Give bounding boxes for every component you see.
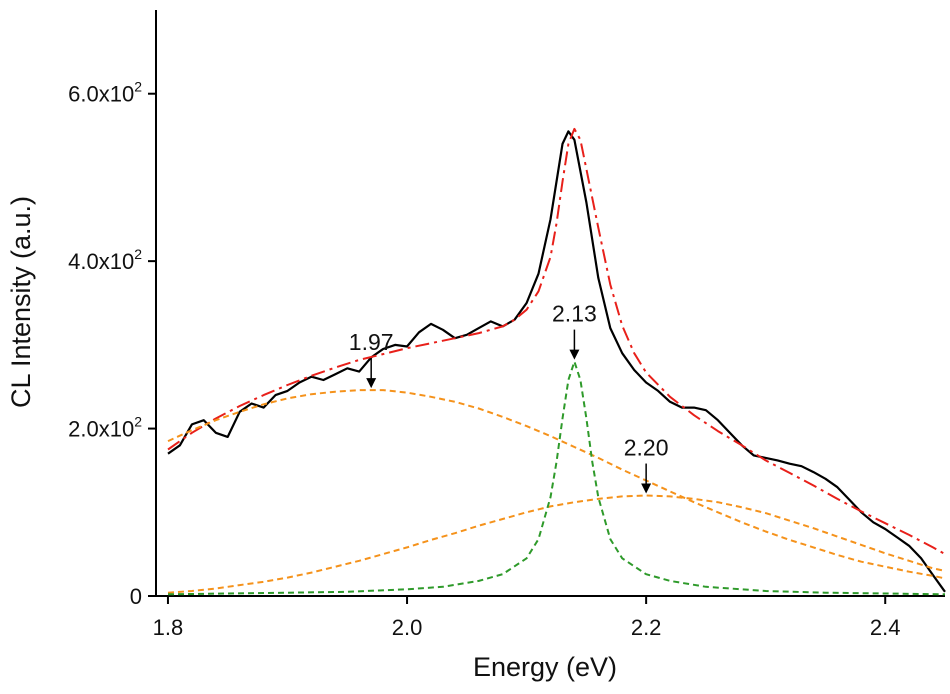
y-tick-label: 2.0x102 <box>68 414 142 442</box>
annotation-arrow-head <box>641 483 652 494</box>
x-axis-title: Energy (eV) <box>473 652 617 682</box>
x-tick-label: 2.0 <box>392 615 423 640</box>
series-line-5 <box>167 360 946 596</box>
y-tick-label: 0 <box>130 584 142 609</box>
series-line-3 <box>167 389 946 580</box>
plot-frame <box>155 10 945 597</box>
annotation-arrow-head <box>366 378 377 389</box>
annotation-arrow-head <box>569 349 580 360</box>
x-tick-label: 2.2 <box>631 615 662 640</box>
annotations-layer: 1.97 2.13 2.20 <box>349 301 669 494</box>
ticks-layer: 1.8 2.0 2.2 2.4 0 2.0x102 4.0x102 6.0x102 <box>68 79 900 640</box>
y-tick-label: 4.0x102 <box>68 246 142 274</box>
annotation-label: 1.97 <box>349 329 394 355</box>
annotation-label: 2.20 <box>624 435 669 461</box>
x-tick-label: 1.8 <box>153 615 184 640</box>
series-line-1 <box>167 130 946 593</box>
series-layer <box>167 127 946 596</box>
series-line-2 <box>167 127 946 555</box>
y-tick-label: 6.0x102 <box>68 79 142 107</box>
series-line-4 <box>167 494 946 594</box>
y-axis-title: CL Intensity (a.u.) <box>6 196 36 408</box>
x-tick-label: 2.4 <box>870 615 901 640</box>
annotation-label: 2.13 <box>552 301 597 327</box>
